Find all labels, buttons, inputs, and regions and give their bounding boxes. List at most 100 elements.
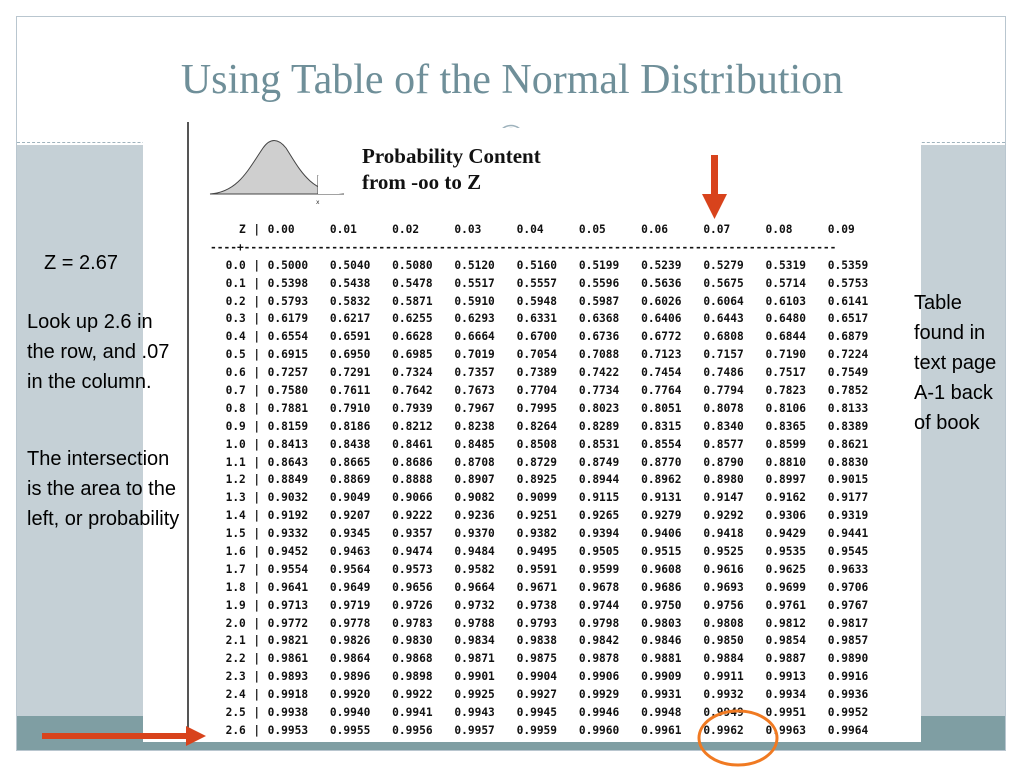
column-header: 0.08 (765, 223, 793, 236)
table-cell: 0.9793 (516, 616, 558, 630)
column-header: 0.04 (516, 223, 544, 236)
table-cell: 0.9192 (267, 509, 309, 523)
table-column-divider: | (253, 706, 261, 720)
table-cell: 0.8907 (454, 473, 495, 487)
table-cell: 0.9370 (454, 527, 495, 541)
caption-line-2: from -oo to Z (362, 170, 482, 194)
table-cell: 0.9925 (454, 688, 495, 702)
table-cell: 0.8264 (516, 419, 558, 433)
table-cell: 0.5596 (578, 276, 620, 290)
table-cell: 0.9394 (578, 527, 620, 541)
table-cell: 0.7794 (703, 384, 744, 398)
table-cell: 0.8485 (454, 437, 495, 451)
table-cell: 0.5753 (827, 276, 869, 290)
table-cell: 0.9887 (765, 652, 806, 666)
row-label: 0.2 (225, 294, 246, 308)
table-cell: 0.9936 (827, 688, 869, 702)
table-cell: 0.7611 (329, 384, 371, 398)
table-cell: 0.9878 (578, 652, 620, 666)
table-image (143, 128, 921, 742)
table-cell: 0.9207 (329, 509, 371, 523)
table-cell: 0.9484 (454, 545, 495, 559)
slide-title: Using Table of the Normal Distribution (180, 57, 844, 103)
table-cell: 0.9896 (329, 670, 371, 684)
table-cell: 0.9920 (329, 688, 371, 702)
table-cell: 0.6915 (267, 348, 309, 362)
table-cell: 0.7019 (454, 348, 495, 362)
table-cell: 0.7910 (329, 401, 371, 415)
table-cell: 0.9732 (454, 598, 495, 612)
table-cell: 0.7291 (329, 366, 371, 380)
table-cell: 0.9292 (703, 509, 744, 523)
table-cell: 0.9890 (827, 652, 869, 666)
table-cell: 0.9545 (827, 545, 869, 559)
table-header-row: Z | 0.00 0.01 0.02 0.03 0.04 0.05 0.06 0.07 0.08 0.… (210, 221, 890, 239)
table-cell: 0.8708 (454, 455, 495, 469)
table-cell: 0.9901 (454, 670, 495, 684)
column-header: 0.05 (578, 223, 606, 236)
table-row: 1.7 | 0.9554 0.9564 0.9573 0.9582 0.9591 0.9599… (210, 561, 890, 579)
table-cell: 0.9686 (641, 580, 682, 594)
table-cell: 0.8643 (267, 455, 309, 469)
table-cell: 0.9916 (827, 670, 869, 684)
table-row: 0.2 | 0.5793 0.5832 0.5871 0.5910 0.5948 0.5987… (210, 293, 890, 311)
caption-line-1: Probability Content (362, 144, 541, 168)
table-row: 1.9 | 0.9713 0.9719 0.9726 0.9732 0.9738 0.9744… (210, 597, 890, 615)
table-cell: 0.9955 (329, 723, 371, 737)
table-cell: 0.9893 (267, 670, 309, 684)
table-cell: 0.9616 (703, 562, 744, 576)
table-row: 1.4 | 0.9192 0.9207 0.9222 0.9236 0.9251 0.9265… (210, 507, 890, 525)
table-column-divider: | (253, 509, 261, 523)
curve-axis-label: x (316, 199, 320, 206)
table-cell: 0.9656 (392, 580, 433, 594)
table-cell: 0.7054 (516, 348, 558, 362)
table-row: 0.5 | 0.6915 0.6950 0.6985 0.7019 0.7054 0.7088… (210, 346, 890, 364)
table-cell: 0.9608 (641, 562, 682, 576)
table-cell: 0.8962 (641, 473, 682, 487)
table-cell: 0.9959 (516, 723, 558, 737)
table-cell: 0.9162 (765, 491, 806, 505)
table-cell: 0.6480 (765, 312, 806, 326)
table-column-divider: | (253, 688, 261, 702)
column-header: 0.06 (641, 223, 669, 236)
table-cell: 0.9525 (703, 545, 744, 559)
table-cell: 0.9821 (267, 634, 309, 648)
table-cell: 0.9957 (454, 723, 495, 737)
table-cell: 0.9875 (516, 652, 558, 666)
table-column-divider: | (253, 723, 261, 737)
table-column-divider: | (253, 527, 261, 541)
table-column-divider: | (253, 652, 261, 666)
table-cell: 0.6736 (578, 330, 620, 344)
table-cell: 0.9319 (827, 509, 869, 523)
table-cell: 0.6368 (578, 312, 620, 326)
table-cell: 0.7486 (703, 366, 744, 380)
table-cell: 0.5793 (267, 294, 309, 308)
table-cell: 0.9573 (392, 562, 433, 576)
table-row: 0.4 | 0.6554 0.6591 0.6628 0.6664 0.6700 0.6736… (210, 328, 890, 346)
table-column-divider: | (253, 294, 261, 308)
left-side-panel (17, 145, 143, 722)
row-label: 2.1 (225, 634, 246, 648)
table-cell: 0.6064 (703, 294, 744, 308)
table-cell: 0.9798 (578, 616, 620, 630)
row-label: 1.3 (225, 491, 246, 505)
table-cell: 0.8078 (703, 401, 744, 415)
table-column-divider: | (253, 491, 261, 505)
normal-curve-icon: x (209, 140, 345, 206)
table-cell: 0.9693 (703, 580, 744, 594)
table-cell: 0.6255 (392, 312, 433, 326)
table-cell: 0.9251 (516, 509, 558, 523)
table-cell: 0.8577 (703, 437, 744, 451)
table-cell: 0.8869 (329, 473, 371, 487)
table-cell: 0.6217 (329, 312, 371, 326)
table-cell: 0.6103 (765, 294, 806, 308)
table-cell: 0.6772 (641, 330, 682, 344)
table-cell: 0.7734 (578, 384, 620, 398)
table-cell: 0.8051 (641, 401, 682, 415)
table-column-divider: | (253, 384, 261, 398)
table-cell: 0.9830 (392, 634, 433, 648)
table-cell: 0.5987 (578, 294, 620, 308)
table-column-divider: | (253, 562, 261, 576)
table-cell: 0.9861 (267, 652, 309, 666)
row-label: 2.5 (225, 706, 246, 720)
